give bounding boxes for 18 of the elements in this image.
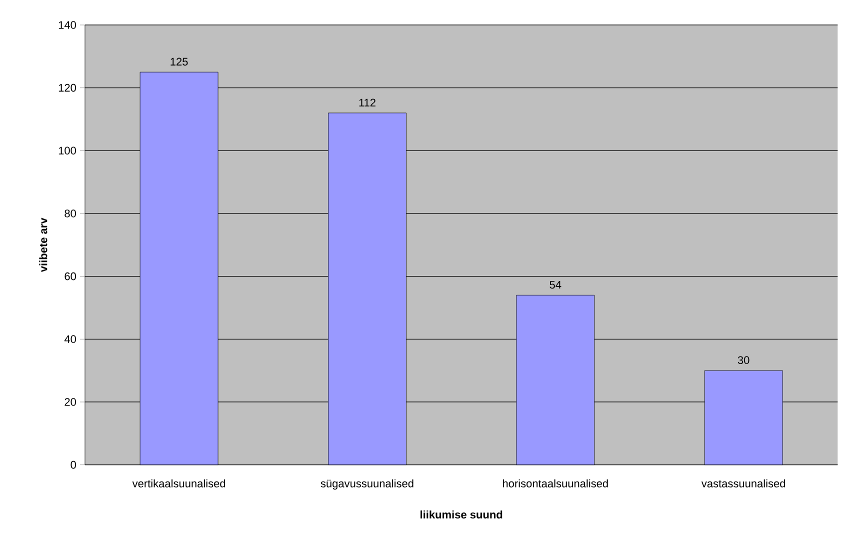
x-axis-title: liikumise suund [420,510,502,519]
data-label: 54 [550,281,562,289]
data-label: 125 [170,58,188,66]
y-tick-label: 140 [58,21,76,29]
x-tick-label: horisontaalsuunalised [502,479,608,488]
y-tick-label: 20 [64,398,76,406]
y-axis-title: viibete arv [39,218,48,272]
y-tick-label: 60 [64,272,76,280]
data-label: 112 [359,98,376,107]
y-tick-label: 80 [64,210,76,218]
x-tick-label: vertikaalsuunalised [132,479,226,488]
x-tick-label: sügavussuunalised [320,479,414,490]
data-label: 30 [738,356,750,364]
y-tick-label: 40 [64,335,76,344]
x-tick-label: vastassuunalised [701,479,786,488]
y-tick-label: 120 [58,84,76,92]
y-tick-label: 100 [58,146,76,155]
y-tick-label: 0 [70,461,76,469]
